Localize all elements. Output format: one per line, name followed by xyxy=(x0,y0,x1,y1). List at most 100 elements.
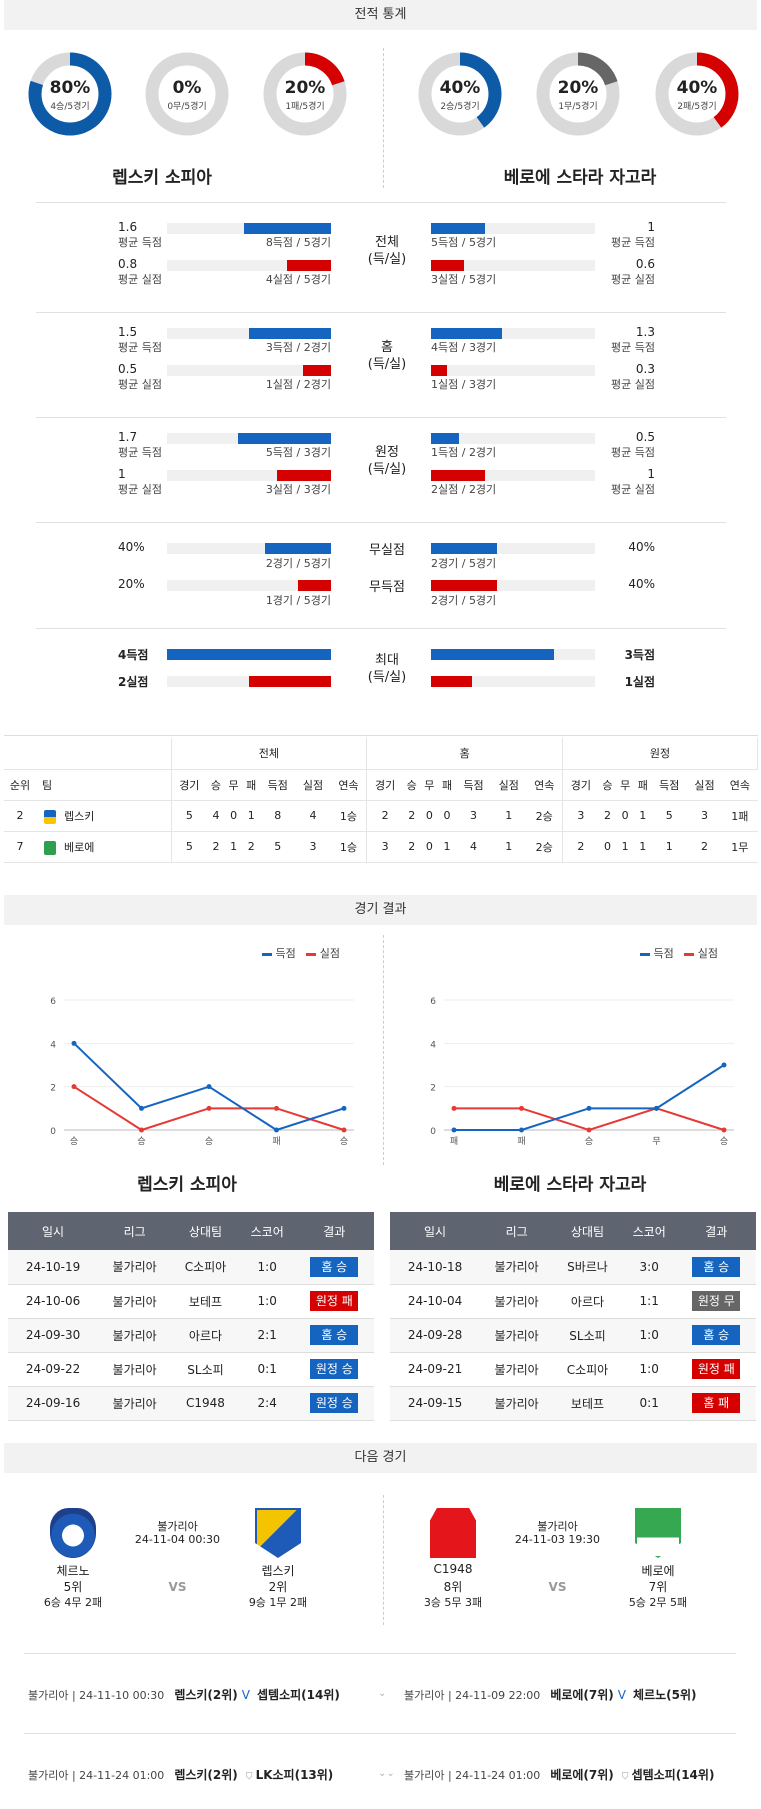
conceded-point[interactable] xyxy=(451,1105,457,1111)
stat-cell: 3 xyxy=(562,800,599,832)
result-badge: 원정 승 xyxy=(310,1393,359,1413)
stat-group-label: 원정 (득/실) xyxy=(347,444,427,478)
team2-rank: 2위 xyxy=(268,1580,288,1594)
standings-group-row: 전체 홈 원정 xyxy=(4,738,758,770)
clean-label: 무득점 xyxy=(369,580,405,595)
right-value: 1.3 xyxy=(635,325,655,339)
conceded-point[interactable] xyxy=(71,1084,77,1090)
chevron-down-icon[interactable]: ⌄⌄ xyxy=(378,1768,395,1779)
right-value: 3득점 xyxy=(624,648,655,662)
left-bar-text: 3실점 / 3경기 xyxy=(265,483,331,496)
conceded-point[interactable] xyxy=(341,1127,347,1133)
result-opp: 보테프 xyxy=(171,1284,240,1319)
scored-point[interactable] xyxy=(721,1062,727,1068)
result-score: 2:1 xyxy=(239,1318,295,1353)
stat-group-subtitle: (득/실) xyxy=(367,357,407,372)
stat-cell: 5 xyxy=(651,800,687,832)
team1-name: C1948 xyxy=(433,1562,473,1576)
right-bar-track xyxy=(431,223,595,234)
right-label: 평균 실점 xyxy=(611,483,655,496)
results-header: 스코어 xyxy=(239,1212,295,1250)
standings-header: 연속 xyxy=(722,769,758,801)
scored-point[interactable] xyxy=(586,1105,592,1111)
scored-point[interactable] xyxy=(274,1127,279,1133)
result-score: 2:4 xyxy=(239,1386,295,1421)
standings-row[interactable]: 2 렙스키 5 4 0 1 8 4 1승 2 2 0 0 3 1 2승 3 2 0 1 5 3 1패 xyxy=(4,800,758,832)
stat-group-subtitle: (득/실) xyxy=(367,252,407,267)
scored-point[interactable] xyxy=(341,1105,347,1111)
result-row[interactable]: 24-09-22 불가리아 SL소피 0:1 원정 승 xyxy=(8,1352,374,1387)
team-name: 렙스키 xyxy=(64,809,95,823)
results-away-team: 베로에 스타라 자고라 xyxy=(493,1175,647,1195)
fixture-row[interactable]: 불가리아 | 24-11-24 01:00 베로에(7위) ⛉ 셉템소피(14위) xyxy=(404,1766,754,1783)
standings-header: 득점 xyxy=(651,769,687,801)
result-score: 3:0 xyxy=(621,1250,677,1285)
result-row[interactable]: 24-09-16 불가리아 C1948 2:4 원정 승 xyxy=(8,1386,374,1421)
right-bar-track xyxy=(431,328,595,339)
conceded-point[interactable] xyxy=(519,1105,524,1111)
donut-percent: 20% xyxy=(557,78,599,98)
result-row[interactable]: 24-09-15 불가리아 보테프 0:1 홈 패 xyxy=(390,1386,756,1421)
scored-point[interactable] xyxy=(519,1127,524,1133)
scored-point[interactable] xyxy=(139,1105,144,1111)
donut-percent: 40% xyxy=(439,78,481,98)
y-tick-label: 2 xyxy=(430,1084,436,1094)
team-cell[interactable]: 렙스키 xyxy=(36,800,172,832)
result-row[interactable]: 24-10-04 불가리아 아르다 1:1 원정 무 xyxy=(390,1284,756,1319)
results-header: 리그 xyxy=(98,1212,172,1250)
standings-header: 실점 xyxy=(295,769,331,801)
max-label2: (득/실) xyxy=(367,670,407,685)
away-team-name: 베로에 스타라 자고라 xyxy=(503,168,657,188)
left-label: 평균 득점 xyxy=(118,446,162,459)
result-row[interactable]: 24-10-18 불가리아 S바르나 3:0 홈 승 xyxy=(390,1250,756,1285)
result-row[interactable]: 24-09-21 불가리아 C소피아 1:0 원정 패 xyxy=(390,1352,756,1387)
shield-icon: ⛉ xyxy=(621,1772,629,1782)
standings-row[interactable]: 7 베로에 5 2 1 2 5 3 1승 3 2 0 1 4 1 2승 2 0 1 1 1 2 1무 xyxy=(4,831,758,863)
conceded-point[interactable] xyxy=(586,1127,592,1133)
team1-record: 6승 4무 2패 xyxy=(43,1596,103,1609)
stat-cell: 5 xyxy=(171,831,208,863)
donut-chart: 20% 1패/5경기 xyxy=(263,52,347,136)
match-datetime: 24-11-04 00:30 xyxy=(134,1533,221,1546)
rank-cell: 2 xyxy=(4,800,36,832)
result-row[interactable]: 24-09-28 불가리아 SL소피 1:0 홈 승 xyxy=(390,1318,756,1353)
donut-chart: 0% 0무/5경기 xyxy=(145,52,229,136)
right-bar-text: 2경기 / 5경기 xyxy=(431,594,497,607)
right-bar-track xyxy=(431,676,595,687)
fixture-row[interactable]: 불가리아 | 24-11-10 00:30 렙스키(2위) V 셉템소피(14위) xyxy=(28,1686,378,1703)
result-row[interactable]: 24-09-30 불가리아 아르다 2:1 홈 승 xyxy=(8,1318,374,1353)
stat-cell: 2 xyxy=(207,831,225,863)
result-opp: 아르다 xyxy=(553,1284,622,1319)
donut-subtext: 2패/5경기 xyxy=(677,102,717,112)
scored-point[interactable] xyxy=(206,1084,212,1090)
fixture-row[interactable]: 불가리아 | 24-11-24 01:00 렙스키(2위) ⛉ LK소피(13위) xyxy=(28,1766,378,1783)
team-cell[interactable]: 베로에 xyxy=(36,831,172,863)
scored-point[interactable] xyxy=(71,1040,77,1046)
stat-cell: 2 xyxy=(242,831,261,863)
standings-header: 무 xyxy=(616,769,634,801)
conceded-point[interactable] xyxy=(721,1127,727,1133)
scored-point[interactable] xyxy=(654,1105,659,1111)
chevron-down-icon[interactable]: ⌄ xyxy=(378,1688,387,1699)
result-league: 불가리아 xyxy=(98,1250,172,1285)
standings-header: 경기 xyxy=(366,769,403,801)
stat-cell: 0 xyxy=(224,800,243,832)
result-row[interactable]: 24-10-06 불가리아 보테프 1:0 원정 패 xyxy=(8,1284,374,1319)
conceded-point[interactable] xyxy=(206,1105,212,1111)
result-date: 24-09-15 xyxy=(390,1386,481,1421)
result-cell: 원정 패 xyxy=(294,1284,374,1319)
fixture-vs: V xyxy=(241,1688,251,1702)
scored-point[interactable] xyxy=(451,1127,457,1133)
stat-cell: 0 xyxy=(438,800,456,832)
right-label: 평균 득점 xyxy=(611,341,655,354)
conceded-point[interactable] xyxy=(139,1127,144,1133)
right-bar-text: 3실점 / 5경기 xyxy=(431,273,497,286)
clean-label: 무실점 xyxy=(369,543,405,558)
conceded-point[interactable] xyxy=(274,1105,279,1111)
result-row[interactable]: 24-10-19 불가리아 C소피아 1:0 홈 승 xyxy=(8,1250,374,1285)
result-badge: 홈 승 xyxy=(692,1256,741,1277)
team1-rank: 5위 xyxy=(63,1580,83,1594)
x-tick-label: 승 xyxy=(70,1136,78,1147)
right-bar-track xyxy=(431,580,595,591)
fixture-row[interactable]: 불가리아 | 24-11-09 22:00 베로에(7위) V 체르노(5위) xyxy=(404,1686,754,1703)
